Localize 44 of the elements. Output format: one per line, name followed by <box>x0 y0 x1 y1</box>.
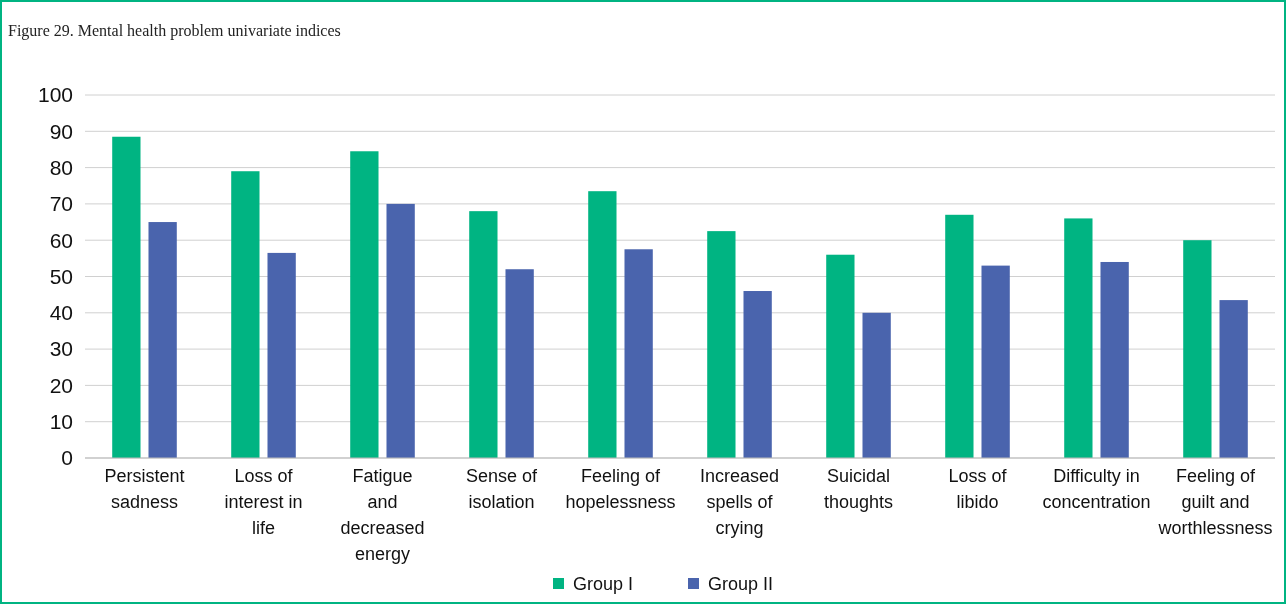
y-tick-label: 30 <box>49 337 73 361</box>
bar <box>1219 300 1248 458</box>
y-tick-label: 40 <box>49 301 73 325</box>
y-tick-label: 90 <box>49 119 73 143</box>
bar <box>588 191 617 458</box>
bar <box>505 269 534 458</box>
bar <box>707 231 736 458</box>
bar <box>624 249 653 458</box>
bar <box>148 222 177 458</box>
y-tick-label: 60 <box>49 228 73 252</box>
bar <box>469 211 498 458</box>
y-tick-label: 70 <box>49 192 73 216</box>
bar <box>862 312 891 458</box>
bar <box>826 254 855 458</box>
bar <box>1183 240 1212 458</box>
x-tick-label: Persistent sadness <box>104 466 185 512</box>
bar <box>267 252 296 458</box>
x-tick-label: Difficulty in concentration <box>1042 466 1151 512</box>
x-tick-label: Feeling of hopelessness <box>565 466 676 512</box>
bar <box>1064 218 1093 458</box>
x-tick-label: Suicidal thoughts <box>823 466 894 512</box>
chart-title: Figure 29. Mental health problem univariate indices <box>8 22 341 40</box>
y-tick-label: 20 <box>49 373 73 397</box>
x-tick-label: Sense of isolation <box>465 466 539 512</box>
legend-label: Group II <box>708 574 774 595</box>
x-tick-label: Feeling of guilt and worthlessness <box>1157 466 1273 538</box>
bar <box>945 214 974 458</box>
y-tick-label: 10 <box>49 410 73 434</box>
legend-label: Group I <box>573 574 634 595</box>
bar <box>112 136 141 458</box>
y-tick-label: 50 <box>49 264 73 288</box>
y-tick-label: 0 <box>61 446 73 470</box>
bar <box>1100 261 1129 458</box>
y-tick-label: 100 <box>37 83 73 107</box>
x-tick-label: Increased spells of crying <box>699 466 780 538</box>
x-tick-label: Loss of libido <box>948 466 1008 512</box>
bar <box>231 171 260 458</box>
x-tick-label: Loss of interest in life <box>224 466 303 538</box>
bar <box>386 203 415 458</box>
bar <box>743 291 772 458</box>
bar <box>981 265 1010 458</box>
bar <box>350 151 379 458</box>
y-tick-label: 80 <box>49 155 73 179</box>
x-tick-label: Fatigue and decreased energy <box>340 466 425 564</box>
